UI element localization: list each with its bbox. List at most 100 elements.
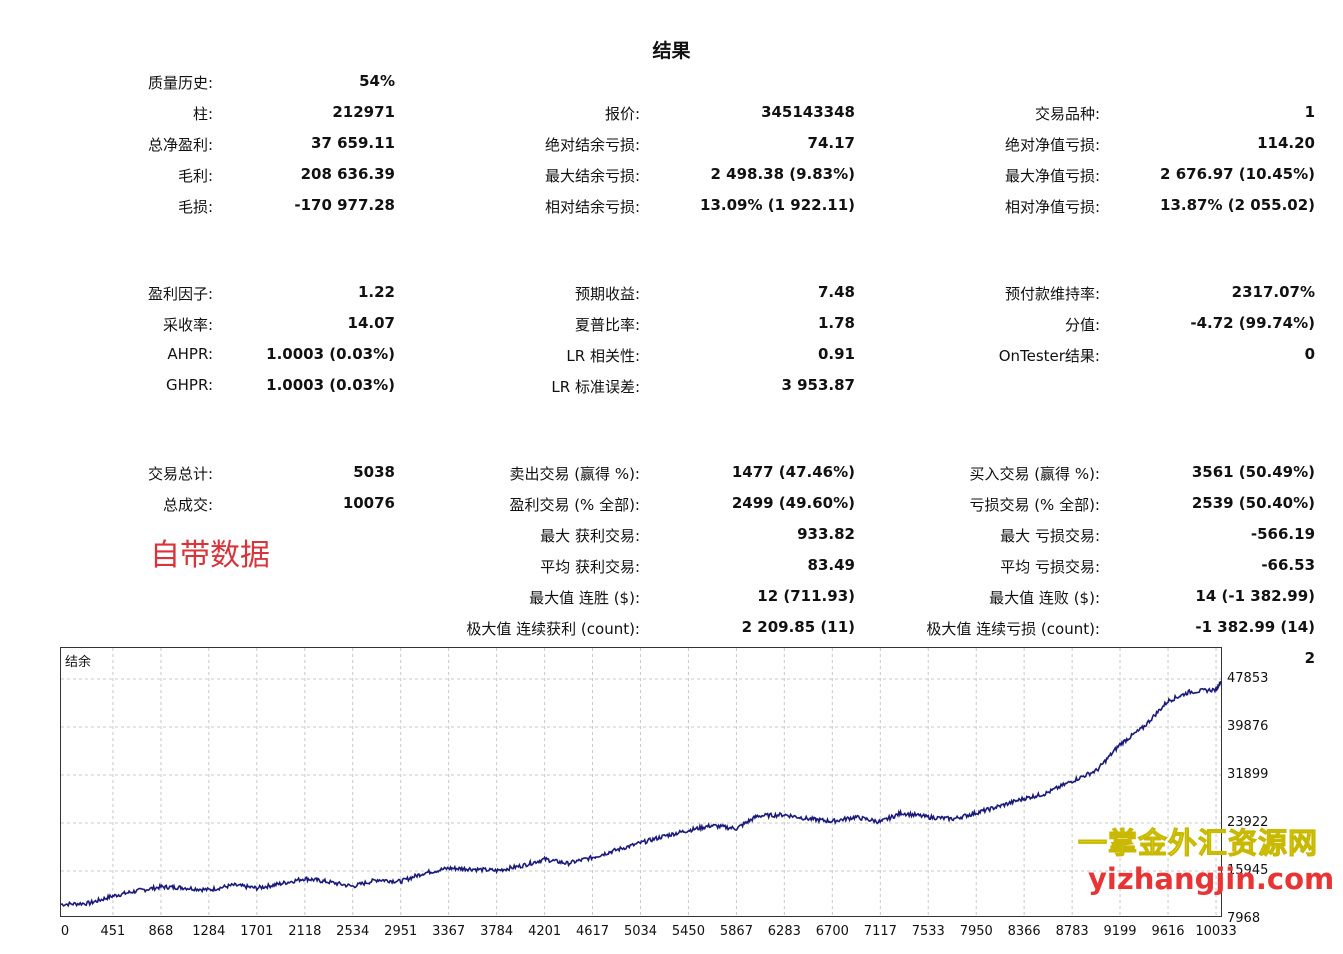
stat-label: 买入交易 (赢得 %):: [969, 465, 1100, 483]
stat-value: 83.49: [807, 556, 855, 574]
stat-value: 1477 (47.46%): [731, 463, 855, 481]
x-tick-label: 7117: [863, 924, 897, 939]
stat-label: LR 相关性:: [566, 347, 640, 365]
y-tick-label: 31899: [1227, 767, 1269, 782]
stat-label: 总净盈利:: [147, 136, 213, 154]
stat-label: 报价:: [604, 105, 640, 123]
stat-label: 绝对结余亏损:: [544, 136, 640, 154]
stat-value: 2: [1304, 649, 1315, 667]
x-tick-label: 4617: [575, 924, 610, 939]
stat-value: 0: [1304, 345, 1315, 363]
stat-label: 毛利:: [177, 167, 213, 185]
x-tick-label: 6283: [767, 924, 801, 939]
stat-value: -1 382.99 (14): [1195, 618, 1315, 636]
stat-value: 5038: [353, 463, 395, 481]
stat-value: -170 977.28: [294, 196, 395, 214]
stat-label: 最大净值亏损:: [1004, 167, 1100, 185]
x-tick-label: 451: [100, 924, 126, 939]
stat-label: 盈利因子:: [147, 285, 213, 303]
stat-label: 极大值 连续亏损 (count):: [926, 620, 1100, 638]
stat-value: 933.82: [797, 525, 855, 543]
stat-label: 采收率:: [162, 316, 213, 334]
stat-label: 相对净值亏损:: [1004, 198, 1100, 216]
x-tick-label: 10033: [1195, 924, 1237, 939]
x-tick-label: 5867: [719, 924, 753, 939]
stat-value: 14.07: [347, 314, 395, 332]
chart-title: 结余: [65, 655, 92, 670]
stat-value: 208 636.39: [300, 165, 395, 183]
stat-value: 114.20: [1257, 134, 1315, 152]
x-tick-label: 8366: [1007, 924, 1041, 939]
stat-label: 毛损:: [177, 198, 213, 216]
stat-value: 14 (-1 382.99): [1195, 587, 1315, 605]
stat-label: 预付款维持率:: [1004, 285, 1100, 303]
x-tick-label: 5450: [671, 924, 705, 939]
x-tick-label: 2951: [384, 924, 418, 939]
stat-value: 2317.07%: [1231, 283, 1315, 301]
stat-label: 预期收益:: [574, 285, 640, 303]
stat-label: 最大 亏损交易:: [1000, 527, 1100, 545]
stat-value: 54%: [359, 72, 395, 90]
stat-label: 分值:: [1064, 316, 1100, 334]
stat-label: 亏损交易 (% 全部):: [969, 496, 1100, 514]
x-tick-label: 3367: [432, 924, 466, 939]
stat-value: 2499 (49.60%): [731, 494, 855, 512]
x-tick-label: 9616: [1151, 924, 1185, 939]
stat-label: 平均 获利交易:: [540, 558, 640, 576]
x-tick-label: 2118: [288, 924, 322, 939]
x-tick-label: 868: [148, 924, 174, 939]
stat-value: -66.53: [1261, 556, 1315, 574]
stat-label: 交易总计:: [147, 465, 213, 483]
x-tick-label: 3784: [480, 924, 514, 939]
stat-label: 交易品种:: [1034, 105, 1100, 123]
x-tick-label: 7950: [959, 924, 993, 939]
stat-label: 平均 亏损交易:: [1000, 558, 1100, 576]
stat-label: 质量历史:: [147, 74, 213, 92]
x-tick-label: 1701: [240, 924, 274, 939]
x-tick-label: 1284: [192, 924, 226, 939]
x-tick-label: 8783: [1055, 924, 1089, 939]
x-tick-label: 5034: [623, 924, 658, 939]
x-tick-label: 9199: [1103, 924, 1137, 939]
stat-value: 12 (711.93): [757, 587, 855, 605]
stat-value: 1.0003 (0.03%): [266, 345, 395, 363]
stat-value: 1.22: [357, 283, 395, 301]
x-tick-label: 7533: [911, 924, 945, 939]
stat-value: 2539 (50.40%): [1191, 494, 1315, 512]
stat-value: 3 953.87: [781, 376, 855, 394]
y-tick-label: 39876: [1227, 719, 1269, 734]
y-tick-label: 7968: [1227, 911, 1261, 926]
page-title: 结果: [652, 40, 691, 62]
stat-label: 柱:: [192, 105, 213, 123]
stat-label: GHPR:: [166, 376, 213, 394]
stamp-text: 自带数据: [150, 538, 270, 573]
stat-value: 7.48: [817, 283, 855, 301]
stat-value: 2 676.97 (10.45%): [1160, 165, 1315, 183]
stat-value: 10076: [342, 494, 395, 512]
y-tick-label: 23922: [1227, 815, 1269, 830]
balance-line: [60, 680, 1222, 908]
y-tick-label: 47853: [1227, 671, 1269, 686]
stat-label: 盈利交易 (% 全部):: [509, 496, 640, 514]
stat-value: 0.91: [817, 345, 855, 363]
stat-label: 最大值 连胜 ($):: [529, 589, 640, 607]
stat-value: 3561 (50.49%): [1191, 463, 1315, 481]
stat-value: 13.09% (1 922.11): [700, 196, 855, 214]
x-tick-label: 4201: [528, 924, 562, 939]
stat-label: 总成交:: [162, 496, 213, 514]
stat-label: LR 标准误差:: [551, 378, 640, 396]
stat-value: 37 659.11: [311, 134, 395, 152]
stat-label: 最大结余亏损:: [544, 167, 640, 185]
stat-value: 13.87% (2 055.02): [1160, 196, 1315, 214]
stat-value: -4.72 (99.74%): [1190, 314, 1315, 332]
stat-value: 74.17: [807, 134, 855, 152]
stat-label: 最大值 连败 ($):: [989, 589, 1100, 607]
stat-label: OnTester结果:: [998, 347, 1100, 365]
watermark-line1: 一掌金外汇资源网: [1077, 826, 1319, 861]
stat-value: 212971: [332, 103, 395, 121]
stat-value: -566.19: [1250, 525, 1315, 543]
x-tick-label: 2534: [336, 924, 370, 939]
x-tick-label: 0: [60, 924, 70, 939]
stat-label: 极大值 连续获利 (count):: [466, 620, 640, 638]
